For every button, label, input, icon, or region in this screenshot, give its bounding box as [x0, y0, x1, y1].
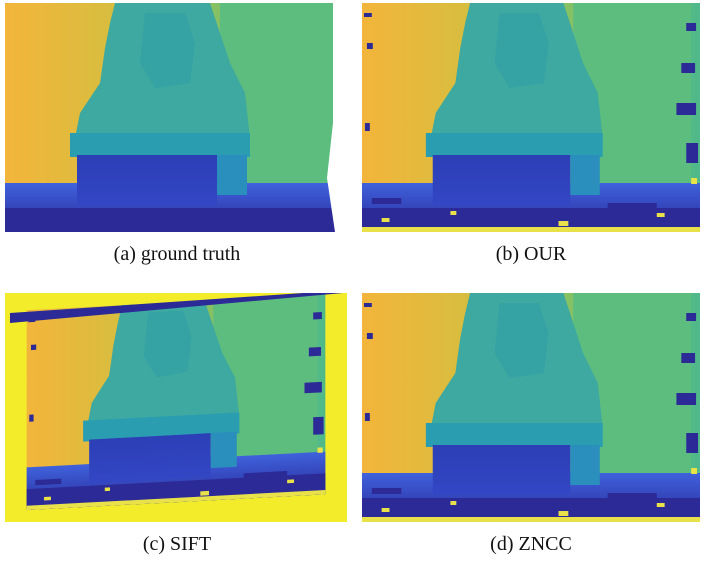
caption: (b) OUR	[495, 243, 567, 265]
caption: (d) ZNCC	[490, 533, 572, 555]
caption: (c) SIFT	[142, 533, 212, 555]
depth-map-ground-truth	[5, 3, 349, 232]
caption: (a) ground truth	[113, 243, 241, 265]
depth-map-zncc	[362, 293, 700, 522]
depth-map-sift	[5, 293, 347, 522]
depth-map-our	[362, 3, 700, 232]
